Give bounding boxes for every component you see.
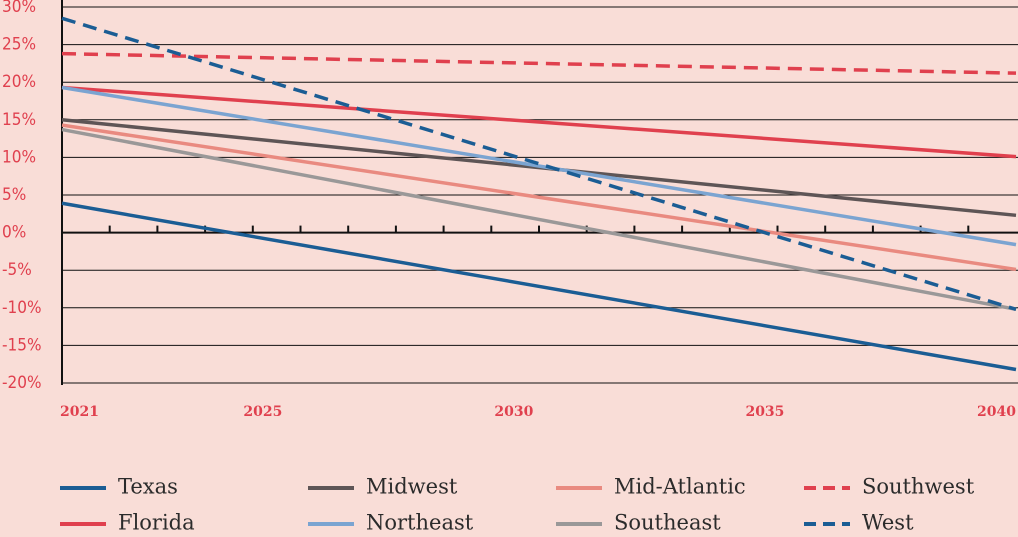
- series-line: [61, 85, 1017, 247]
- legend-label: Southeast: [614, 511, 721, 535]
- series-line: [61, 51, 1017, 75]
- legend-label: West: [862, 511, 914, 535]
- legend-label: Mid-Atlantic: [614, 475, 746, 499]
- y-tick-label: 5%: [2, 185, 26, 205]
- y-tick-label: 30%: [2, 0, 36, 17]
- x-tick-label: 2040: [977, 404, 1016, 420]
- y-tick-label: 10%: [2, 147, 36, 167]
- x-tick-label: 2035: [745, 404, 784, 420]
- y-tick-label: 0%: [2, 223, 26, 243]
- y-tick-label: -20%: [2, 373, 42, 393]
- x-tick-label: 2025: [243, 404, 282, 420]
- y-tick-label: -5%: [2, 260, 32, 280]
- legend-label: Texas: [118, 475, 178, 499]
- series-line: [61, 123, 1017, 272]
- legend-label: Northeast: [366, 511, 474, 535]
- y-tick-label: -10%: [2, 298, 42, 318]
- legend-label: Florida: [118, 511, 195, 535]
- y-tick-label: 25%: [2, 35, 36, 55]
- legend-label: Midwest: [366, 475, 458, 499]
- x-tick-label: 2030: [494, 404, 533, 420]
- series-line: [61, 127, 1017, 312]
- series-line: [61, 85, 1017, 159]
- y-tick-label: -15%: [2, 335, 42, 355]
- legend-label: Southwest: [862, 475, 975, 499]
- y-tick-label: 20%: [2, 72, 36, 92]
- series-line: [61, 16, 1017, 311]
- y-tick-label: 15%: [2, 110, 36, 130]
- x-tick-label: 2021: [60, 404, 99, 420]
- series-line: [61, 201, 1017, 372]
